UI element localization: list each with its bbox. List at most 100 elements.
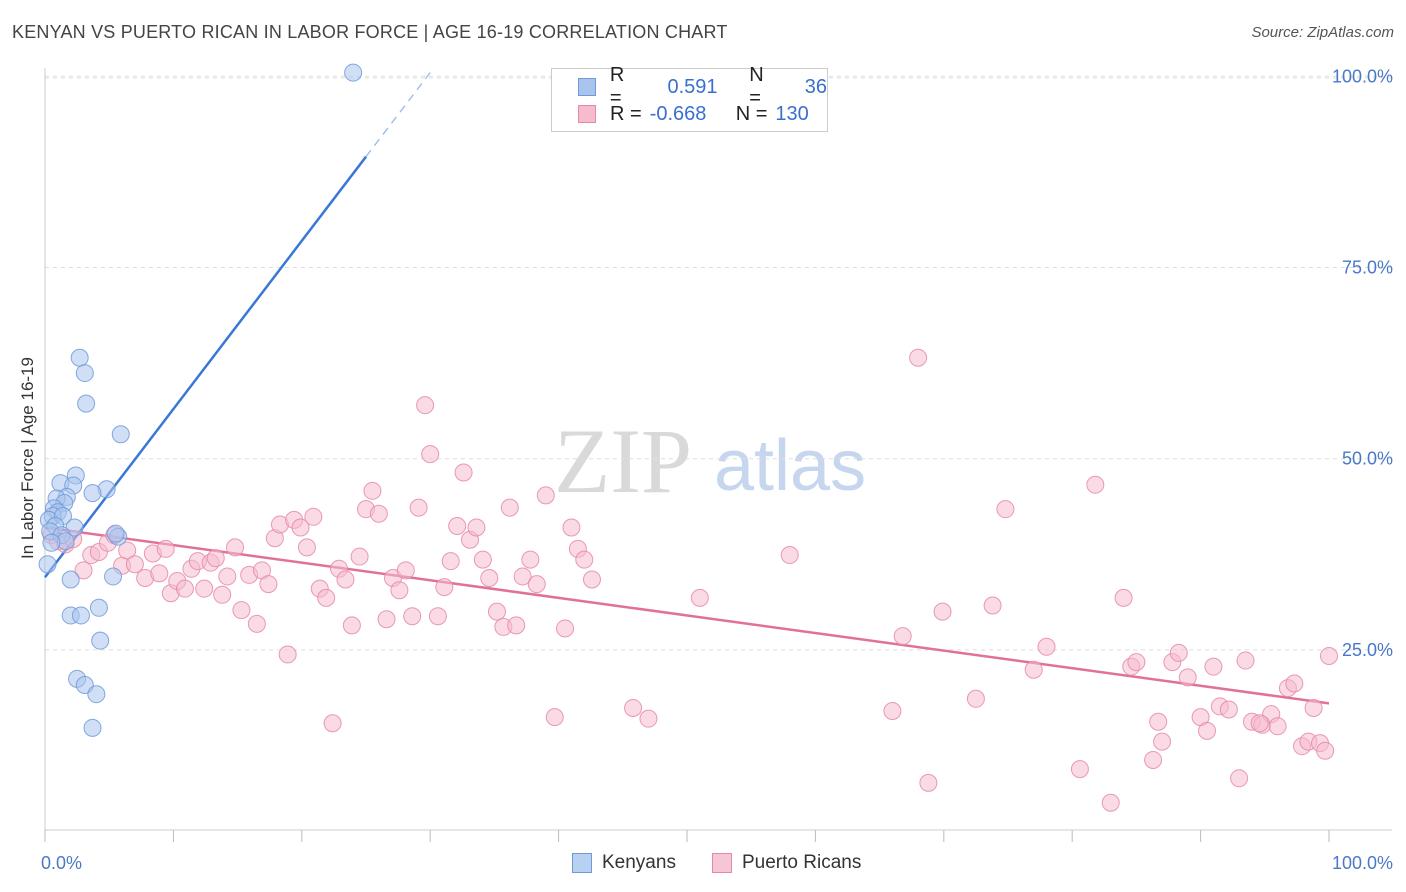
watermark: ZIP atlas	[554, 410, 866, 512]
point-puerto-ricans	[278, 645, 297, 664]
point-puerto-ricans	[317, 588, 336, 607]
legend-n-value: 36	[804, 75, 827, 98]
point-puerto-ricans	[195, 579, 214, 598]
y-tick-labels: 25.0% 50.0% 75.0% 100.0%	[1332, 66, 1393, 659]
legend-swatch-puerto-ricans	[578, 105, 596, 123]
point-puerto-ricans	[454, 463, 473, 482]
point-kenyans	[83, 718, 102, 737]
point-puerto-ricans	[996, 500, 1015, 519]
point-puerto-ricans	[1268, 717, 1287, 736]
point-puerto-ricans	[390, 581, 409, 600]
point-puerto-ricans	[150, 564, 169, 583]
point-kenyans	[71, 606, 90, 625]
bottom-legend-label-puerto-ricans: Puerto Ricans	[742, 852, 862, 873]
point-puerto-ricans	[118, 541, 137, 560]
point-puerto-ricans	[1070, 760, 1089, 779]
point-puerto-ricans	[893, 627, 912, 646]
point-puerto-ricans	[480, 568, 499, 587]
point-kenyans	[77, 394, 96, 413]
point-kenyans	[75, 364, 94, 383]
legend-r-label: R =	[609, 64, 625, 109]
point-kenyans	[106, 524, 125, 543]
point-puerto-ricans	[473, 550, 492, 569]
legend-row-kenyans: R = 0.591 N = 36	[552, 64, 827, 109]
point-puerto-ricans	[1024, 660, 1043, 679]
point-kenyans	[61, 570, 80, 589]
trend-line-puerto-ricans	[44, 526, 1330, 705]
data-points	[38, 63, 1338, 812]
bottom-legend-swatch-puerto-ricans	[712, 853, 732, 873]
point-puerto-ricans	[409, 498, 428, 517]
bottom-legend-label-kenyans: Kenyans	[602, 852, 676, 873]
point-puerto-ricans	[1144, 750, 1163, 769]
point-kenyans	[42, 533, 61, 552]
point-puerto-ricans	[1153, 732, 1172, 751]
y-tick-label: 75.0%	[1342, 258, 1393, 278]
point-puerto-ricans	[933, 602, 952, 621]
point-puerto-ricans	[74, 561, 93, 580]
legend-n-label: N =	[749, 64, 764, 109]
point-puerto-ricans	[1250, 714, 1269, 733]
point-puerto-ricans	[521, 550, 540, 569]
point-puerto-ricans	[421, 445, 440, 464]
point-puerto-ricans	[369, 504, 388, 523]
watermark-zip: ZIP	[554, 410, 692, 512]
point-kenyans	[83, 484, 102, 503]
point-puerto-ricans	[297, 538, 316, 557]
point-puerto-ricans	[639, 709, 658, 728]
y-axis-label: In Labor Force | Age 16-19	[18, 357, 37, 559]
point-puerto-ricans	[909, 348, 928, 367]
point-puerto-ricans	[403, 607, 422, 626]
point-puerto-ricans	[125, 555, 144, 574]
point-puerto-ricans	[291, 518, 310, 537]
point-puerto-ricans	[1178, 668, 1197, 687]
point-puerto-ricans	[377, 610, 396, 629]
bottom-legend-swatch-kenyans	[572, 853, 592, 873]
point-puerto-ricans	[232, 601, 251, 620]
legend-n-value: 130	[775, 102, 809, 125]
point-puerto-ricans	[156, 539, 175, 558]
y-tick-label: 25.0%	[1342, 640, 1393, 660]
point-kenyans	[104, 567, 123, 586]
point-puerto-ricans	[690, 588, 709, 607]
point-puerto-ricans	[467, 518, 486, 537]
point-puerto-ricans	[1219, 700, 1238, 719]
point-puerto-ricans	[487, 602, 506, 621]
point-puerto-ricans	[507, 616, 526, 635]
point-puerto-ricans	[545, 708, 564, 727]
point-puerto-ricans	[323, 714, 342, 733]
legend-r-value: 0.591	[667, 75, 718, 98]
trend-lines	[44, 72, 1330, 705]
y-tick-label: 100.0%	[1332, 66, 1393, 86]
point-puerto-ricans	[1037, 637, 1056, 656]
point-puerto-ricans	[1285, 674, 1304, 693]
point-puerto-ricans	[562, 518, 581, 537]
point-puerto-ricans	[966, 689, 985, 708]
grid-lines	[45, 75, 1392, 651]
point-puerto-ricans	[582, 570, 601, 589]
point-kenyans	[89, 598, 108, 617]
point-puerto-ricans	[1204, 657, 1223, 676]
legend-swatch-kenyans	[578, 78, 596, 96]
point-puerto-ricans	[304, 507, 323, 526]
point-puerto-ricans	[226, 538, 245, 557]
point-puerto-ricans	[1230, 769, 1249, 788]
point-puerto-ricans	[435, 578, 454, 597]
legend-r-label: R =	[610, 102, 642, 125]
source-label: Source: ZipAtlas.com	[1251, 24, 1394, 41]
point-puerto-ricans	[441, 552, 460, 571]
bottom-legend-puerto-ricans: Puerto Ricans	[712, 852, 861, 874]
point-puerto-ricans	[448, 516, 467, 535]
point-puerto-ricans	[428, 607, 447, 626]
point-puerto-ricans	[624, 698, 643, 717]
point-kenyans	[38, 555, 57, 574]
point-puerto-ricans	[575, 550, 594, 569]
trend-line-kenyans-extension	[365, 72, 431, 158]
point-puerto-ricans	[396, 561, 415, 580]
x-tick-label: 100.0%	[1332, 853, 1393, 873]
point-puerto-ricans	[342, 616, 361, 635]
bottom-legend-kenyans: Kenyans	[572, 852, 676, 874]
point-puerto-ricans	[1169, 643, 1188, 662]
point-puerto-ricans	[218, 567, 237, 586]
